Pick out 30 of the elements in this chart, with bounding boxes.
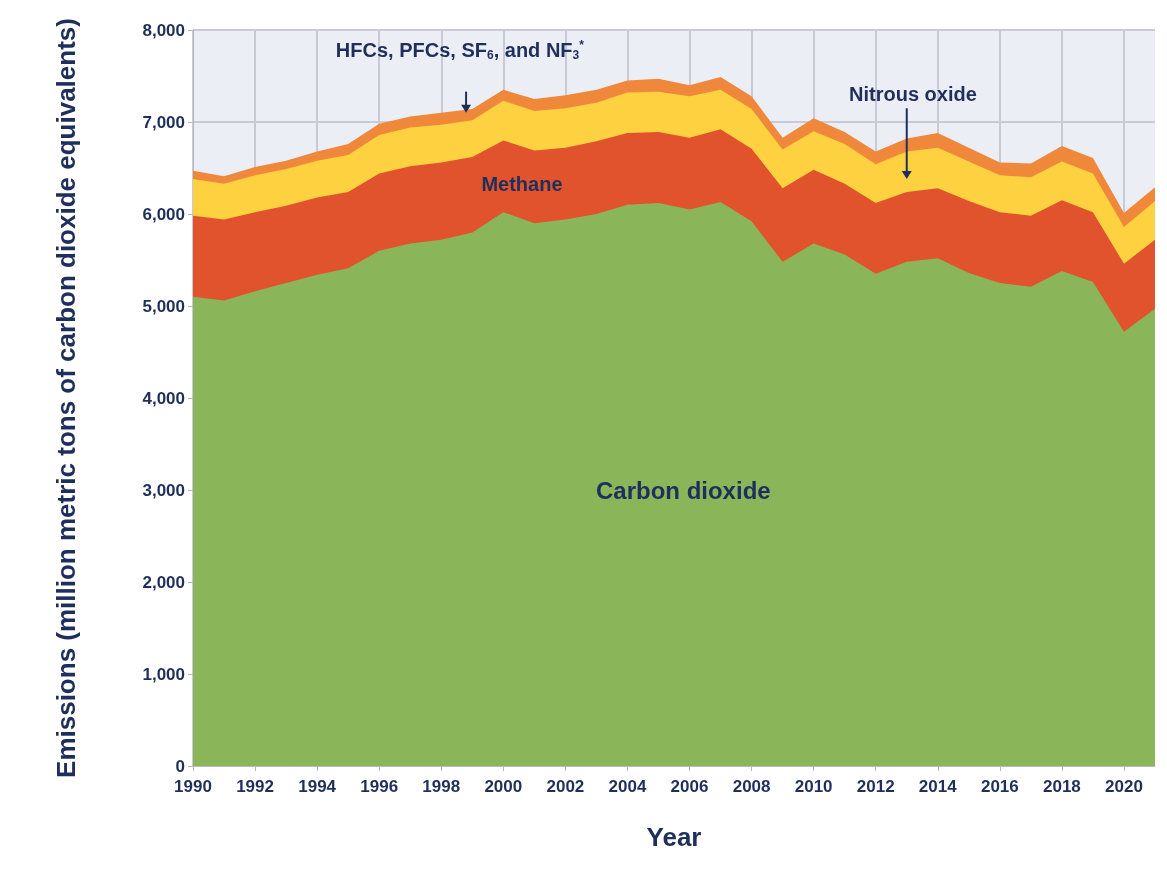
series-label: Nitrous oxide [849,83,977,106]
x-tick-label: 2018 [1042,777,1081,796]
y-tick-label: 2,000 [142,572,185,592]
y-tick-label: 1,000 [142,664,185,684]
y-tick-label: 3,000 [142,480,185,500]
x-axis-title: Year [646,822,702,852]
x-tick-label: 2002 [546,777,585,796]
x-tick-label: 2000 [484,777,523,796]
y-tick-label: 7,000 [142,112,185,132]
y-tick-label: 4,000 [142,388,185,408]
x-tick-label: 1992 [236,777,274,796]
y-axis-title: Emissions (million metric tons of carbon dioxide equivalents) [51,18,81,778]
x-tick-label: 1996 [360,777,399,796]
series-label: Methane [481,172,563,195]
series-label: Carbon dioxide [595,476,771,504]
x-tick-label: 2012 [856,777,895,796]
x-tick-label: 1990 [174,777,212,796]
y-tick-label: 6,000 [142,204,185,224]
x-tick-label: 2010 [794,777,833,796]
x-tick-label: 2006 [670,777,709,796]
x-tick-label: 1998 [422,777,461,796]
y-tick-label: 5,000 [142,296,185,316]
x-tick-label: 2020 [1105,777,1143,796]
x-tick-label: 2016 [980,777,1019,796]
x-tick-label: 2008 [732,777,771,796]
y-tick-label: 0 [175,756,185,776]
y-tick-label: 8,000 [142,20,185,40]
x-tick-label: 2014 [918,777,958,796]
x-tick-label: 1994 [298,777,337,796]
x-tick-label: 2004 [608,777,647,796]
